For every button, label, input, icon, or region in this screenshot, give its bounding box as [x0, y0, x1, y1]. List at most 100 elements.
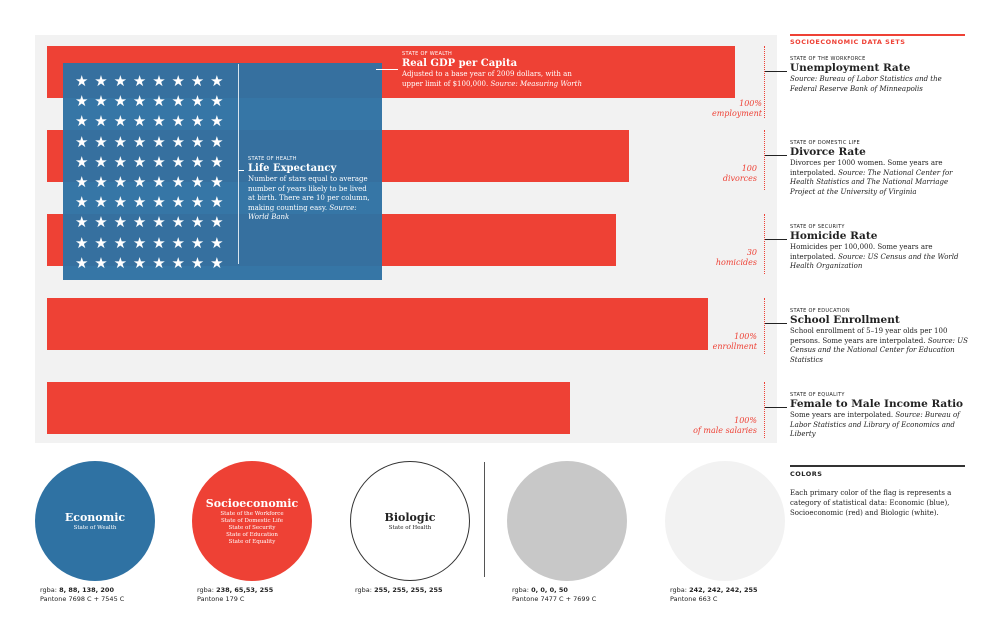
swatch-pantone: Pantone 7698 C + 7545 C — [40, 595, 125, 603]
star-icon: ★ — [152, 152, 166, 171]
star-icon: ★ — [210, 173, 224, 191]
star-icon: ★ — [75, 193, 89, 212]
star-icon: ★ — [75, 253, 89, 272]
swatch-meta: rgba: 238, 65,53, 255 Pantone 179 C — [197, 586, 273, 604]
swatch-subcategory: State of Domestic Life — [220, 517, 284, 524]
star-icon: ★ — [113, 173, 128, 191]
sidebar-kicker: STATE OF THE WORKFORCE — [790, 56, 866, 62]
star-icon: ★ — [132, 112, 147, 131]
swatch-rgba-value: 0, 0, 0, 50 — [531, 586, 568, 594]
guide-line — [764, 46, 765, 118]
star-icon: ★ — [152, 213, 166, 232]
star-icon: ★ — [75, 152, 89, 171]
sidebar-item-income-ratio: STATE OF EQUALITY Female to Male Income … — [790, 392, 970, 440]
sidebar-kicker: STATE OF EQUALITY — [790, 392, 845, 398]
swatch-divider — [484, 462, 485, 577]
star-icon: ★ — [210, 152, 224, 171]
stripe-bar-income-ratio — [47, 382, 570, 434]
color-swatch-circle — [665, 461, 785, 581]
star-icon: ★ — [190, 233, 205, 252]
star-icon: ★ — [94, 253, 108, 272]
health-desc: Number of stars equal to average number … — [248, 175, 370, 221]
star-icon: ★ — [94, 173, 108, 191]
swatch-name: Economic — [64, 510, 126, 524]
sidebar-title: School Enrollment — [790, 314, 900, 326]
star-icon: ★ — [171, 173, 185, 191]
star-icon: ★ — [190, 193, 205, 212]
star-icon: ★ — [190, 92, 205, 111]
guide-line — [764, 382, 765, 438]
bar-value-label: 100% of male salaries — [693, 416, 757, 435]
star-icon: ★ — [152, 92, 166, 111]
star-icon: ★ — [132, 173, 147, 191]
star-icon: ★ — [171, 132, 185, 151]
star-icon: ★ — [171, 112, 185, 131]
star-icon: ★ — [152, 193, 166, 212]
union-divider — [238, 64, 239, 264]
star-icon: ★ — [190, 112, 205, 131]
star-icon: ★ — [190, 213, 205, 232]
star-icon: ★ — [210, 92, 224, 111]
guide-line — [764, 130, 765, 190]
swatch-name: Biologic — [384, 510, 436, 524]
star-icon: ★ — [75, 72, 89, 90]
health-connector-arrow — [238, 170, 244, 171]
star-icon: ★ — [171, 253, 185, 272]
star-icon: ★ — [75, 112, 89, 131]
sidebar-connector — [765, 323, 787, 324]
star-icon: ★ — [113, 112, 128, 131]
swatch-pantone: Pantone 663 C — [670, 595, 718, 603]
star-icon: ★ — [171, 233, 185, 252]
sidebar-item-enrollment: STATE OF EDUCATION School Enrollment Sch… — [790, 308, 970, 365]
swatch-subcategory: State of Security — [228, 524, 276, 531]
star-icon: ★ — [210, 132, 224, 151]
swatch-rgba-label: rgba: — [670, 586, 690, 594]
wealth-title: Real GDP per Capita — [402, 58, 518, 69]
star-icon: ★ — [113, 132, 128, 151]
star-icon: ★ — [113, 152, 128, 171]
sidebar-title: Homicide Rate — [790, 230, 878, 242]
colors-top-rule — [790, 465, 965, 467]
wealth-connector — [376, 69, 398, 70]
swatch-rgba-label: rgba: — [512, 586, 532, 594]
swatch-subcategory: State of Wealth — [73, 524, 117, 531]
color-swatch-circle: Biologic State of Health — [350, 461, 470, 581]
swatch-rgba-value: 238, 65,53, 255 — [216, 586, 274, 594]
star-icon: ★ — [94, 152, 108, 171]
swatch-rgba-value: 8, 88, 138, 200 — [59, 586, 114, 594]
star-icon: ★ — [190, 253, 205, 272]
swatch-rgba-label: rgba: — [355, 586, 375, 594]
swatch-rgba-value: 242, 242, 242, 255 — [689, 586, 758, 594]
star-icon: ★ — [132, 253, 147, 272]
health-kicker: STATE OF HEALTH — [248, 156, 297, 162]
swatch-meta: rgba: 8, 88, 138, 200 Pantone 7698 C + 75… — [40, 586, 124, 604]
bar-value-label: 100% enrollment — [712, 332, 757, 351]
star-icon: ★ — [94, 92, 108, 111]
swatch-meta: rgba: 0, 0, 0, 50 Pantone 7477 C + 7699 C — [512, 586, 596, 604]
star-icon: ★ — [190, 152, 205, 171]
star-icon: ★ — [152, 173, 166, 191]
sidebar-title: Unemployment Rate — [790, 62, 911, 74]
star-icon: ★ — [171, 92, 185, 111]
star-icon: ★ — [171, 152, 185, 171]
flag-union — [63, 63, 382, 280]
star-icon: ★ — [113, 213, 128, 232]
sidebar-heading: SOCIOECONOMIC DATA SETS — [790, 38, 906, 46]
star-icon: ★ — [152, 72, 166, 90]
guide-line — [764, 298, 765, 354]
sidebar-item-homicide: STATE OF SECURITY Homicide Rate Homicide… — [790, 224, 970, 272]
star-icon: ★ — [171, 213, 185, 232]
star-icon: ★ — [75, 92, 89, 111]
star-icon: ★ — [210, 193, 224, 212]
sidebar-desc: Some years are interpolated. Source: Bur… — [790, 411, 960, 438]
color-swatch-circle: Socioeconomic State of the Workforce State… — [192, 461, 312, 581]
star-icon: ★ — [132, 193, 147, 212]
star-icon: ★ — [94, 112, 108, 131]
star-icon: ★ — [113, 92, 128, 111]
star-icon: ★ — [210, 72, 224, 90]
star-icon: ★ — [132, 213, 147, 232]
sidebar-desc: Source: Bureau of Labor Statistics and t… — [790, 75, 942, 93]
sidebar-connector — [765, 407, 787, 408]
star-icon: ★ — [94, 193, 108, 212]
star-icon: ★ — [75, 213, 89, 232]
